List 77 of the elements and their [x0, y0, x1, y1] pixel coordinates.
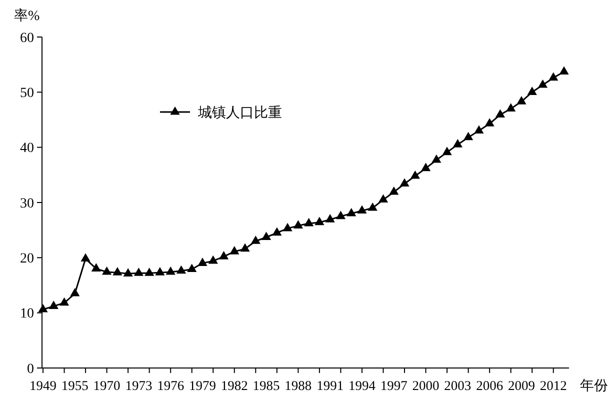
- x-tick-label: 1955: [61, 378, 89, 393]
- x-tick-label: 1994: [348, 378, 376, 393]
- x-tick-label: 1997: [380, 378, 408, 393]
- y-tick-label: 60: [20, 30, 34, 46]
- x-tick-label: 1985: [252, 378, 280, 393]
- point: [389, 186, 399, 195]
- point: [38, 304, 48, 312]
- point: [304, 218, 314, 226]
- y-tick-label: 50: [20, 86, 34, 102]
- point: [208, 255, 218, 264]
- legend-label: 城镇人口比重: [197, 104, 282, 121]
- x-axis-title: 年份: [580, 378, 608, 394]
- point: [155, 267, 165, 276]
- point: [166, 266, 176, 275]
- point: [420, 162, 431, 172]
- point: [432, 154, 442, 163]
- point: [516, 96, 526, 104]
- x-tick-label: 1982: [220, 378, 248, 393]
- x-tick-label: 1976: [157, 378, 184, 393]
- point: [70, 288, 80, 296]
- point: [559, 66, 569, 75]
- point: [91, 263, 101, 272]
- point: [250, 236, 260, 244]
- point: [378, 194, 388, 203]
- y-tick-label: 10: [20, 306, 34, 322]
- point: [198, 258, 208, 266]
- x-tick-label: 1970: [93, 378, 121, 393]
- x-tick-label: 2009: [508, 378, 536, 393]
- x-tick-label: 1973: [125, 378, 152, 393]
- point: [357, 205, 367, 214]
- y-tick-label: 20: [20, 252, 34, 267]
- point: [187, 264, 197, 272]
- point: [495, 109, 506, 118]
- point: [325, 214, 335, 222]
- point: [240, 243, 250, 252]
- point: [293, 220, 303, 228]
- point: [464, 132, 474, 140]
- point: [400, 178, 410, 187]
- point: [506, 103, 516, 112]
- x-tick-label: 2003: [444, 378, 472, 393]
- point: [272, 227, 282, 236]
- y-tick-label: 40: [20, 141, 34, 156]
- point: [368, 202, 378, 211]
- point: [134, 268, 144, 276]
- x-tick-label: 1949: [30, 378, 57, 393]
- point: [218, 251, 229, 260]
- point: [59, 297, 70, 306]
- point: [410, 170, 420, 179]
- point: [282, 222, 292, 232]
- point: [474, 125, 484, 134]
- point: [314, 216, 324, 226]
- y-tick-label: 0: [27, 362, 34, 377]
- point: [80, 253, 90, 262]
- y-tick-label: 30: [20, 196, 34, 212]
- x-tick-label: 1991: [316, 378, 344, 393]
- point: [123, 268, 133, 276]
- point: [112, 267, 122, 276]
- point: [144, 268, 154, 276]
- point: [527, 86, 537, 95]
- point: [452, 139, 462, 148]
- point: [230, 246, 240, 254]
- point: [176, 265, 186, 274]
- point: [484, 118, 494, 126]
- point: [261, 232, 272, 240]
- point: [48, 300, 58, 309]
- y-axis-title: 率%: [14, 8, 40, 24]
- point: [538, 79, 548, 88]
- x-tick-label: 1988: [284, 378, 312, 393]
- x-tick-label: 2000: [412, 378, 440, 393]
- point: [336, 210, 346, 220]
- point: [102, 266, 112, 275]
- x-tick-label: 1979: [188, 378, 216, 393]
- x-tick-label: 2006: [476, 378, 504, 393]
- point: [548, 72, 558, 81]
- point: [442, 146, 452, 156]
- point: [346, 208, 356, 216]
- x-tick-label: 2012: [540, 378, 567, 393]
